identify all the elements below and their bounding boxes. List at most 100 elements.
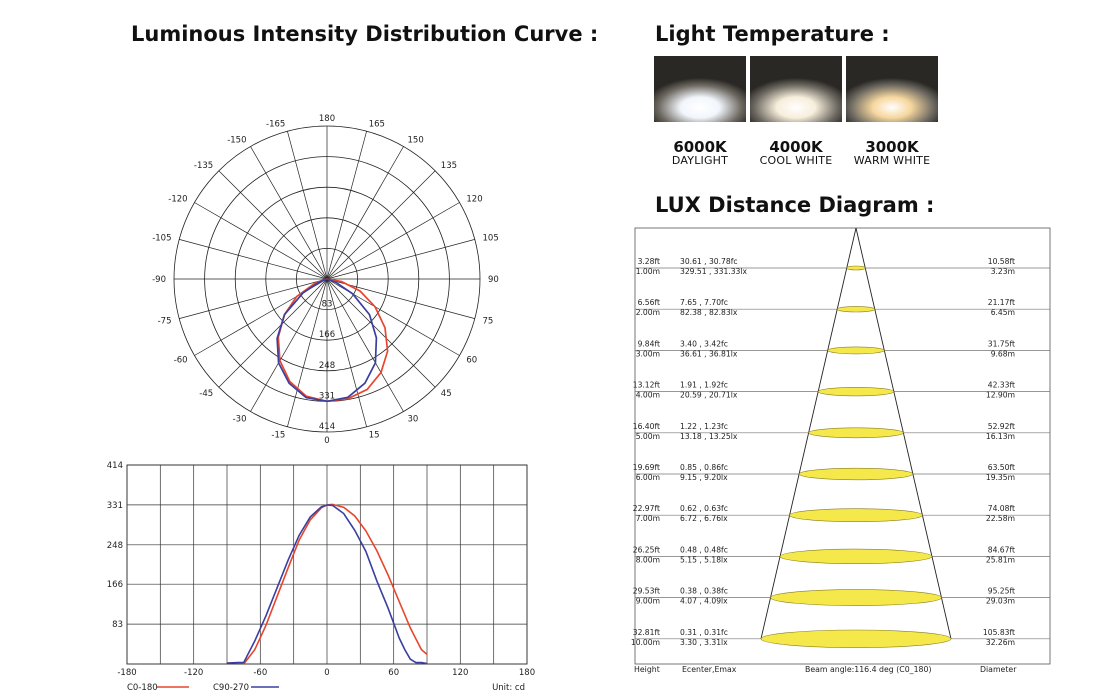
diameter-m-label: 12.90m [986,391,1015,400]
polar-spoke [326,278,475,319]
height-ft-label: 32.81ft [633,628,660,637]
lux-diagram-title: LUX Distance Diagram : [655,193,935,217]
polar-angle-label: 135 [441,161,457,171]
x-tick-label: 60 [388,668,399,678]
diameter-ft-label: 63.50ft [988,463,1015,472]
polar-angle-label: -135 [194,161,213,171]
height-ft-label: 3.28ft [638,257,660,266]
beam-spot [808,427,904,439]
legend-label: C0-180 [127,683,158,693]
beam-spot [827,346,885,355]
polar-angle-label: 105 [483,233,499,243]
height-m-label: 3.00m [636,349,660,358]
diameter-m-label: 3.23m [991,267,1015,276]
polar-angle-label: -90 [152,275,166,285]
height-m-label: 2.00m [636,308,660,317]
temperature-kelvin-label: 4000K [769,138,823,156]
beam-spot [836,306,876,313]
beam-spot [760,629,952,648]
height-ft-label: 22.97ft [633,504,660,513]
illuminance-lx-label: 36.61 , 36.81lx [680,349,738,358]
height-m-label: 9.00m [636,597,660,606]
diagram-frame [634,227,1051,665]
illuminance-lx-label: 3.30 , 3.31lx [680,638,728,647]
column-header: Diameter [980,665,1017,674]
polar-spoke [250,278,328,412]
polar-spoke [194,202,328,280]
temperature-kelvin-label: 6000K [673,138,727,156]
illuminance-fc-label: 1.22 , 1.23fc [680,422,728,431]
polar-angle-label: -120 [168,195,187,205]
height-ft-label: 16.40ft [633,422,660,431]
illuminance-lx-label: 6.72 , 6.76lx [680,514,728,523]
diameter-ft-label: 10.58ft [988,257,1015,266]
temperature-kelvin-label: 3000K [865,138,919,156]
polar-angle-label: 90 [488,275,499,285]
y-tick-label: 414 [107,461,123,471]
beam-spot [846,265,866,271]
polar-spoke [250,146,328,280]
x-tick-label: 0 [324,668,329,678]
polar-intensity-chart: 1801651501351201059075604530150-15-30-45… [152,114,499,446]
polar-spoke [218,170,328,280]
height-m-label: 8.00m [636,555,660,564]
illuminance-lx-label: 13.18 , 13.25lx [680,432,738,441]
height-ft-label: 13.12ft [633,381,660,390]
x-tick-label: -60 [253,668,267,678]
polar-spoke [218,278,328,388]
polar-radial-label: 166 [319,330,335,340]
polar-spoke [326,239,475,280]
polar-angle-label: 60 [466,356,477,366]
polar-angle-label: -45 [199,389,213,399]
diameter-m-label: 32.26m [986,638,1015,647]
polar-radial-label: 248 [319,361,335,371]
height-ft-label: 26.25ft [633,545,660,554]
temperature-name-label: WARM WHITE [853,154,931,167]
beam-spot [817,387,895,397]
light-swatch-4000k [750,56,842,122]
polar-spoke [287,131,328,280]
light-swatch-6000k [654,56,746,122]
illuminance-fc-label: 0.62 , 0.63fc [680,504,728,513]
y-tick-label: 83 [112,620,123,630]
light-swatch-3000k [846,56,938,122]
beam-edge-right [855,227,952,639]
polar-spoke [326,202,460,280]
diameter-ft-label: 74.08ft [988,504,1015,513]
polar-angle-label: 45 [441,389,452,399]
height-ft-label: 9.84ft [638,339,660,348]
illuminance-fc-label: 0.85 , 0.86fc [680,463,728,472]
diameter-ft-label: 42.33ft [988,381,1015,390]
polar-radial-label: 414 [319,422,335,432]
polar-angle-label: -15 [271,431,285,441]
polar-angle-label: -75 [158,317,172,327]
polar-spoke [326,170,436,280]
polar-angle-label: -30 [233,414,247,424]
polar-spoke [326,278,404,412]
intensity-curve-title: Luminous Intensity Distribution Curve : [131,22,599,46]
polar-angle-label: 165 [369,120,385,130]
polar-angle-label: 15 [369,431,380,441]
diameter-m-label: 19.35m [986,473,1015,482]
line-series-c90-270 [226,504,428,665]
polar-angle-label: 150 [408,136,424,146]
illuminance-lx-label: 4.07 , 4.09lx [680,597,728,606]
temperature-name-label: DAYLIGHT [671,154,729,167]
polar-spoke [326,131,367,280]
polar-angle-label: 0 [324,436,329,446]
polar-angle-label: -105 [152,233,171,243]
diameter-ft-label: 105.83ft [983,628,1015,637]
illuminance-lx-label: 5.15 , 5.18lx [680,555,728,564]
diameter-ft-label: 21.17ft [988,298,1015,307]
polar-angle-label: -150 [227,136,246,146]
x-tick-label: -120 [184,668,203,678]
height-m-label: 10.00m [631,638,660,647]
unit-label: Unit: cd [492,683,525,693]
diameter-ft-label: 95.25ft [988,587,1015,596]
polar-angle-label: 180 [319,114,335,124]
illuminance-fc-label: 1.91 , 1.92fc [680,381,728,390]
illuminance-lx-label: 9.15 , 9.20lx [680,473,728,482]
illuminance-fc-label: 3.40 , 3.42fc [680,339,728,348]
beam-spot [779,548,933,565]
